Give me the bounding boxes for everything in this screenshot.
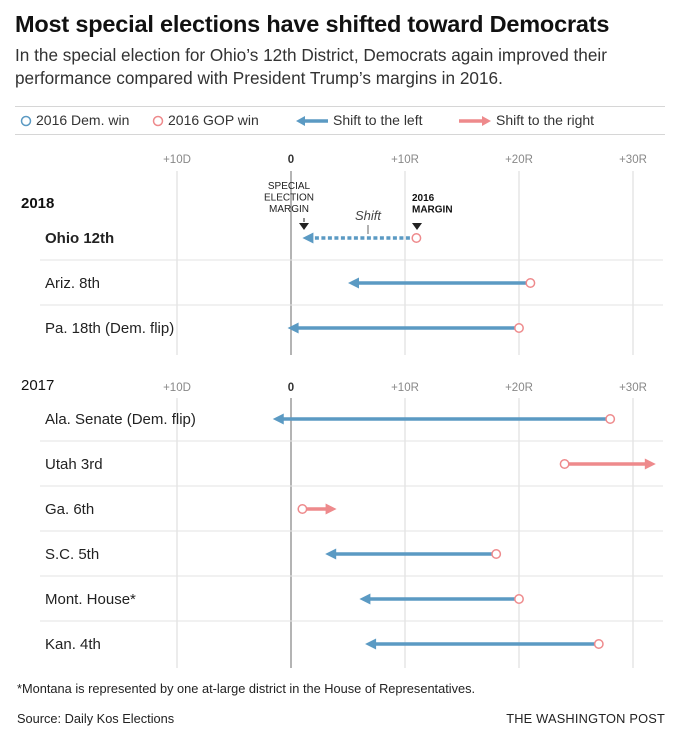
row-label: Ga. 6th bbox=[45, 501, 94, 518]
annotation-2016-margin: MARGIN bbox=[412, 205, 453, 216]
annotation-pointer-icon bbox=[299, 223, 309, 230]
shift-arrow-head bbox=[365, 638, 377, 650]
open-circle-blue-icon bbox=[20, 115, 32, 127]
x-tick-label: +20R bbox=[505, 154, 533, 166]
row-label: Mont. House* bbox=[45, 591, 136, 608]
row-label: Pa. 18th (Dem. flip) bbox=[45, 320, 174, 337]
row-label: Ariz. 8th bbox=[45, 275, 100, 292]
legend-shift-right: Shift to the right bbox=[458, 112, 594, 128]
source: Source: Daily Kos Elections bbox=[17, 711, 175, 726]
year-label: 2017 bbox=[21, 377, 54, 394]
legend: 2016 Dem. win 2016 GOP win Shift to the … bbox=[15, 106, 665, 135]
annotation-special-margin: SPECIAL bbox=[268, 181, 311, 192]
x-tick-label: +10D bbox=[163, 382, 191, 394]
x-tick-label: +10D bbox=[163, 154, 191, 166]
open-circle-red-icon bbox=[152, 115, 164, 127]
x-tick-label: 0 bbox=[288, 154, 294, 166]
shift-arrow-head bbox=[287, 322, 299, 334]
chart-title: Most special elections have shifted towa… bbox=[15, 11, 610, 37]
margin-2016-dot bbox=[605, 414, 616, 424]
annotation-special-margin: MARGIN bbox=[269, 204, 309, 215]
margin-2016-dot bbox=[411, 233, 422, 243]
row-label: S.C. 5th bbox=[45, 546, 99, 563]
x-tick-label: +30R bbox=[619, 154, 647, 166]
chart-subtitle: In the special election for Ohio’s 12th … bbox=[15, 45, 607, 88]
margin-2016-dot bbox=[491, 549, 502, 559]
legend-shift-left: Shift to the left bbox=[295, 112, 423, 128]
legend-dem-win-label: 2016 Dem. win bbox=[36, 112, 130, 128]
arrow-right-icon bbox=[459, 116, 491, 126]
x-tick-label: 0 bbox=[288, 382, 294, 394]
margin-2016-dot bbox=[297, 504, 308, 514]
row-label: Ohio 12th bbox=[45, 230, 114, 247]
legend-gop-win-label: 2016 GOP win bbox=[168, 112, 259, 128]
shift-arrow-head bbox=[302, 232, 314, 244]
shift-arrow-head bbox=[325, 548, 337, 560]
chart-plot: +10D 0 +10R +20R +30R 2018 Ohio 12th SPECIALELE… bbox=[21, 154, 663, 668]
row-label: Utah 3rd bbox=[45, 456, 103, 473]
margin-2016-dot bbox=[593, 639, 604, 649]
annotation-special-margin: ELECTION bbox=[264, 193, 314, 204]
shift-arrow-head bbox=[325, 503, 337, 515]
year-label: 2018 bbox=[21, 195, 54, 212]
arrow-left-icon bbox=[296, 116, 328, 126]
margin-2016-dot bbox=[559, 459, 570, 469]
x-tick-label: +20R bbox=[505, 382, 533, 394]
annotation-2016-margin: 2016 bbox=[412, 193, 435, 204]
annotation-pointer-icon bbox=[412, 223, 422, 230]
x-tick-label: +10R bbox=[391, 382, 419, 394]
legend-dem-win: 2016 Dem. win bbox=[20, 112, 129, 128]
row-label: Ala. Senate (Dem. flip) bbox=[45, 411, 196, 428]
margin-2016-dot bbox=[514, 594, 524, 604]
publisher-credit: THE WASHINGTON POST bbox=[506, 711, 665, 726]
margin-2016-dot bbox=[514, 323, 524, 333]
footnote: *Montana is represented by one at-large … bbox=[17, 681, 476, 696]
x-tick-label: +10R bbox=[391, 154, 419, 166]
shift-arrow-head bbox=[644, 458, 656, 470]
x-tick-label: +30R bbox=[619, 382, 647, 394]
shift-arrow-head bbox=[359, 593, 371, 605]
legend-gop-win: 2016 GOP win bbox=[152, 112, 259, 128]
shift-arrow-head bbox=[272, 413, 284, 425]
row-label: Kan. 4th bbox=[45, 636, 101, 653]
shift-arrow-head bbox=[348, 277, 359, 289]
legend-shift-left-label: Shift to the left bbox=[333, 112, 423, 128]
margin-2016-dot bbox=[525, 278, 536, 288]
legend-shift-right-label: Shift to the right bbox=[496, 112, 595, 128]
annotation-shift: Shift bbox=[355, 208, 382, 223]
